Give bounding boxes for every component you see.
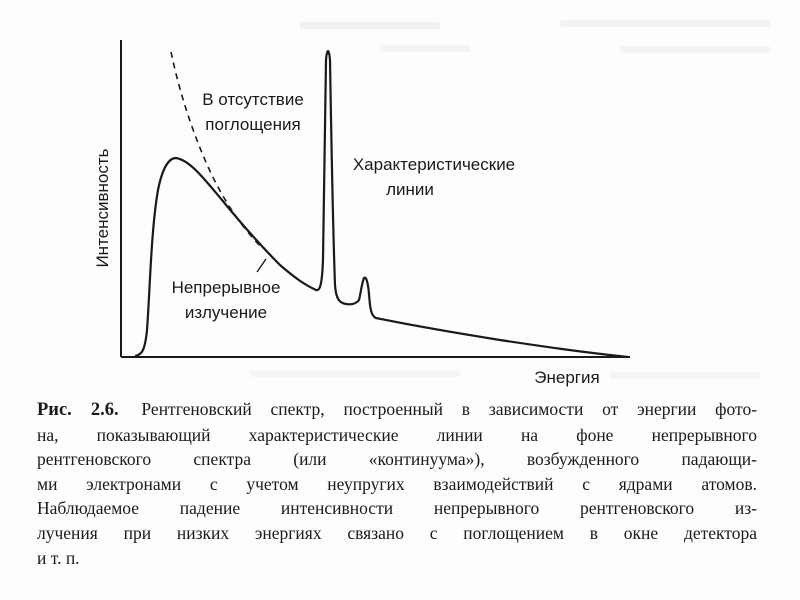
xray-spectrum-figure: Интенсивность Энергия В отсутствие погло… — [93, 40, 630, 387]
annotation-characteristic-line1: Характеристические — [353, 155, 515, 174]
annotation-characteristic-line2: линии — [386, 180, 434, 199]
caption-line: рентгеновского спектра (или «континуума»… — [37, 449, 757, 470]
spectrum-curve — [134, 49, 629, 359]
annotation-continuum-line2: излучение — [185, 303, 267, 322]
caption-line: ми электронами с учетом неупругих взаимо… — [37, 473, 757, 494]
caption-line: и т. п. — [37, 547, 80, 568]
caption-line: Наблюдаемое падение интенсивности непрер… — [37, 498, 757, 519]
y-axis-label: Интенсивность — [93, 148, 112, 267]
bleed-through-mark — [300, 22, 440, 29]
no-absorption-dashed-curve — [170, 51, 263, 249]
bleed-through-mark — [250, 370, 460, 377]
annotation-no-absorption-line2: поглощения — [205, 115, 300, 134]
bleed-through-mark — [620, 46, 770, 53]
caption-line-text: Рентгеновский спектр, построенный в зави… — [141, 399, 758, 419]
bleed-through-mark — [380, 45, 470, 52]
caption-line: лучения при низких энергиях связано с по… — [37, 522, 757, 543]
continuum-leader-line — [256, 258, 267, 273]
x-axis-label: Энергия — [534, 368, 599, 387]
caption-line: Рис. 2.6. Рентгеновский спектр, построен… — [37, 397, 757, 423]
figure-number: Рис. 2.6. — [37, 400, 119, 420]
figure-caption: Рис. 2.6. Рентгеновский спектр, построен… — [37, 397, 757, 570]
annotation-continuum-line1: Непрерывное — [172, 278, 281, 297]
bleed-through-mark — [560, 20, 770, 27]
annotation-no-absorption-line1: В отсутствие — [202, 90, 304, 109]
caption-line: на, показывающий характеристические лини… — [37, 424, 757, 445]
bleed-through-mark — [610, 372, 760, 379]
